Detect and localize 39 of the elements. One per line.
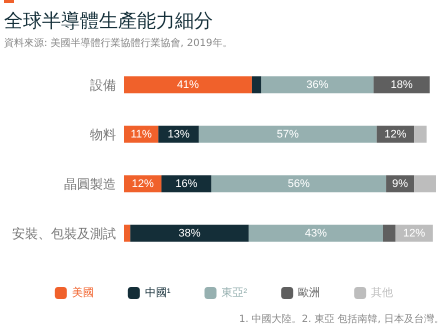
y-tick-label: 安裝、包裝及測試 [12, 226, 116, 241]
legend-label: 中國¹ [144, 286, 171, 299]
data-label: 12% [384, 128, 407, 140]
data-label: 36% [306, 78, 329, 91]
data-label: 38% [178, 227, 201, 240]
legend-label: 東亞² [222, 286, 248, 299]
bar [414, 175, 436, 192]
bar [130, 224, 249, 242]
text: 1. 中國大陸。2. 東亞 包括南韓, 日本及台灣。 [239, 312, 444, 326]
bar [211, 175, 386, 192]
data-label: 56% [288, 178, 310, 190]
data-label: 11% [130, 128, 152, 140]
data-label: 9% [392, 178, 408, 190]
data-label: 43% [304, 227, 328, 240]
data-label: 41% [176, 78, 200, 91]
bar [261, 76, 374, 94]
data-label: 12% [403, 227, 426, 240]
data-label: 16% [175, 178, 198, 190]
y-tick-label: 設備 [90, 77, 116, 92]
bar [382, 224, 396, 242]
bar [161, 175, 212, 192]
data-label: 57% [276, 128, 300, 140]
data-label: 12% [132, 178, 154, 190]
legend-label: 其他 [371, 286, 394, 299]
y-tick-label: 晶圓製造 [64, 176, 116, 192]
data-label: 13% [168, 128, 190, 140]
y-tick-label: 物料 [90, 126, 116, 142]
legend-label: 美國 [72, 286, 94, 299]
bar [252, 76, 262, 94]
bar [124, 76, 252, 94]
bar [124, 224, 130, 242]
data-label: 18% [390, 78, 413, 91]
chart-subtitle: 資料來源: 美國半導體行業協體行業協會, 2019年。 [4, 36, 232, 50]
bar [198, 126, 377, 143]
bar [248, 224, 383, 242]
legend-label: 歐洲 [298, 286, 320, 299]
chart-title: 全球半導體生產能力細分 [4, 9, 213, 34]
bar [414, 126, 427, 143]
bar [374, 76, 430, 94]
